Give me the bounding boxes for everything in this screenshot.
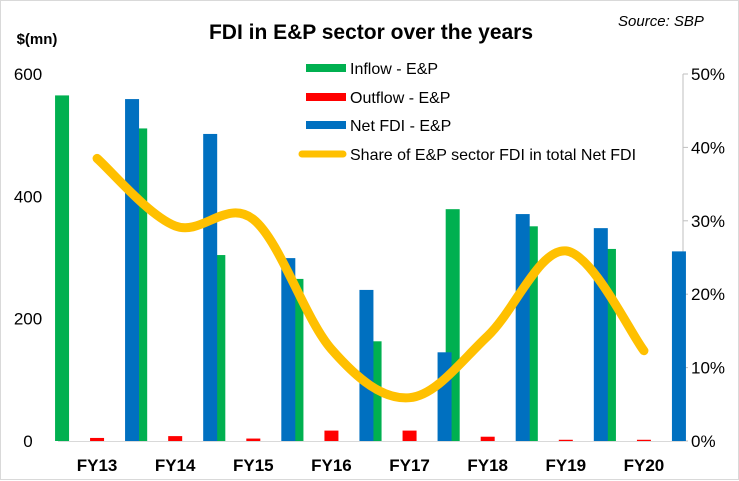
y2-tick-label: 30% xyxy=(691,212,725,231)
x-tick-label: FY20 xyxy=(624,456,665,475)
legend-swatch xyxy=(306,64,346,72)
outflow-bar xyxy=(559,440,573,441)
y-axis-unit-label: $(mn) xyxy=(17,31,58,48)
legend: Inflow - E&P Outflow - E&P Net FDI - E&P Sh… xyxy=(302,61,636,164)
x-tick-label: FY18 xyxy=(467,456,508,475)
legend-swatch xyxy=(306,121,346,129)
y2-tick-label: 10% xyxy=(691,359,725,378)
y2-tick-label: 40% xyxy=(691,138,725,157)
y-tick-label: 600 xyxy=(14,65,42,84)
net-fdi-bar xyxy=(516,214,530,441)
legend-label: Outflow - E&P xyxy=(350,90,450,107)
legend-label: Inflow - E&P xyxy=(350,61,438,78)
legend-label: Share of E&P sector FDI in total Net FDI xyxy=(350,147,636,164)
y2-tick-label: 50% xyxy=(691,65,725,84)
outflow-bar xyxy=(481,437,495,441)
legend-item: Share of E&P sector FDI in total Net FDI xyxy=(302,147,636,164)
y-tick-label: 200 xyxy=(14,310,42,329)
x-tick-label: FY16 xyxy=(311,456,352,475)
chart-title: FDI in E&P sector over the years xyxy=(209,21,533,44)
y-axis-right: 0% 10% 20% 30% 40% 50% xyxy=(683,65,725,451)
x-axis: FY13 FY14 FY15 FY16 FY17 FY18 FY19 FY20 xyxy=(77,456,665,475)
outflow-bar xyxy=(324,431,338,441)
source-note: Source: SBP xyxy=(618,13,704,30)
legend-label: Net FDI - E&P xyxy=(350,118,451,135)
y-tick-label: 0 xyxy=(23,432,32,451)
inflow-bar xyxy=(55,95,69,441)
outflow-bar xyxy=(403,431,417,441)
y2-tick-label: 0% xyxy=(691,432,716,451)
net-fdi-bar xyxy=(672,251,686,441)
x-tick-label: FY14 xyxy=(155,456,196,475)
outflow-bar xyxy=(637,440,651,441)
x-tick-label: FY15 xyxy=(233,456,274,475)
net-fdi-bar xyxy=(438,352,452,441)
legend-item: Outflow - E&P xyxy=(306,90,450,107)
y2-tick-label: 20% xyxy=(691,285,725,304)
x-tick-label: FY19 xyxy=(545,456,586,475)
net-fdi-bar xyxy=(359,290,373,441)
legend-item: Inflow - E&P xyxy=(306,61,438,78)
legend-swatch xyxy=(306,93,346,101)
net-fdi-bar xyxy=(594,228,608,441)
x-tick-label: FY13 xyxy=(77,456,118,475)
x-tick-label: FY17 xyxy=(389,456,430,475)
legend-item: Net FDI - E&P xyxy=(306,118,451,135)
net-fdi-bar xyxy=(203,134,217,441)
net-fdi-bar xyxy=(125,99,139,441)
outflow-bar xyxy=(246,439,260,441)
y-tick-label: 400 xyxy=(14,187,42,206)
outflow-bar xyxy=(168,436,182,441)
y-axis-left: 0 200 400 600 xyxy=(14,65,42,451)
outflow-bar xyxy=(90,438,104,441)
